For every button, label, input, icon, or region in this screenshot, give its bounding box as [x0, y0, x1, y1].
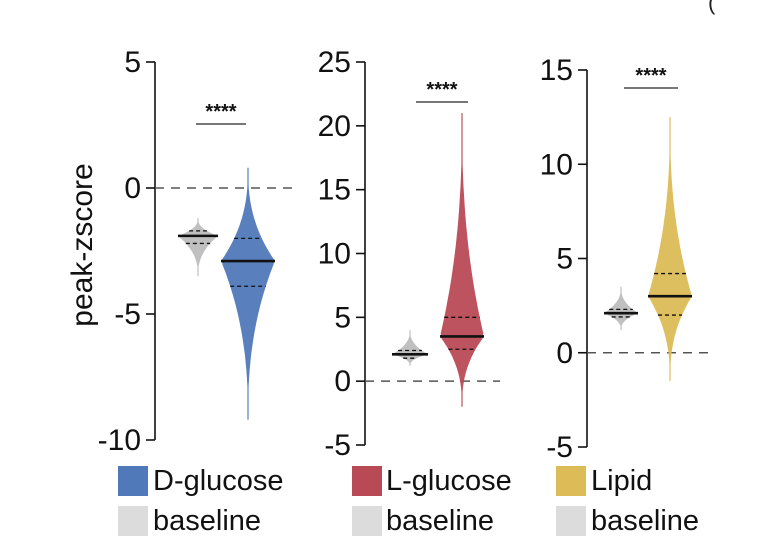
violin-baseline — [604, 286, 638, 331]
violin-baseline — [392, 330, 428, 366]
legend-swatch-baseline-3 — [556, 506, 586, 536]
y-tick-label: 0 — [124, 172, 141, 205]
legend-swatch-dglucose — [118, 466, 148, 496]
violin-lipid — [648, 117, 692, 381]
chart-panel-1: 5 0 -5 -10 peak-zscore **** — [66, 46, 292, 457]
y-tick-label: -5 — [114, 298, 141, 331]
y-tick-label: 10 — [540, 148, 573, 181]
legend-swatch-lipid — [556, 466, 586, 496]
y-tick-label: 5 — [334, 301, 351, 334]
chart-panel-2: 25 20 15 10 5 0 -5 **** — [318, 46, 500, 462]
legend-label-baseline-2: baseline — [386, 505, 495, 537]
significance-label: **** — [426, 79, 457, 101]
significance-label: **** — [205, 101, 236, 123]
y-tick-label: 15 — [540, 54, 573, 87]
y-tick-label: 0 — [556, 337, 573, 370]
legend-label-baseline-1: baseline — [153, 505, 262, 537]
legend-label-lglucose: L-glucose — [386, 465, 512, 497]
y-tick-label: -5 — [324, 429, 351, 462]
legend-label-dglucose: D-glucose — [153, 465, 284, 497]
y-tick-label: 25 — [318, 46, 351, 79]
violin-baseline — [178, 218, 218, 277]
y-tick-label: 5 — [124, 46, 141, 79]
legend-label-baseline-3: baseline — [591, 505, 700, 537]
legend-swatch-baseline-1 — [118, 506, 148, 536]
legend-swatch-baseline-2 — [352, 506, 382, 536]
y-tick-label: 0 — [334, 365, 351, 398]
legend-label-lipid: Lipid — [591, 465, 653, 497]
violin-d-glucose — [221, 167, 275, 420]
panel-letter: ( — [708, 0, 716, 15]
y-axis-label: peak-zscore — [66, 163, 99, 326]
chart-panel-3: 15 10 5 0 -5 **** — [540, 54, 710, 464]
y-tick-label: 20 — [318, 110, 351, 143]
y-tick-label: -5 — [546, 431, 573, 464]
y-tick-label: -10 — [98, 424, 141, 457]
y-tick-label: 5 — [556, 243, 573, 276]
significance-label: **** — [635, 65, 666, 87]
y-tick-label: 15 — [318, 174, 351, 207]
y-tick-label: 10 — [318, 238, 351, 271]
legend-swatch-lglucose — [352, 466, 382, 496]
violin-l-glucose — [440, 113, 484, 407]
